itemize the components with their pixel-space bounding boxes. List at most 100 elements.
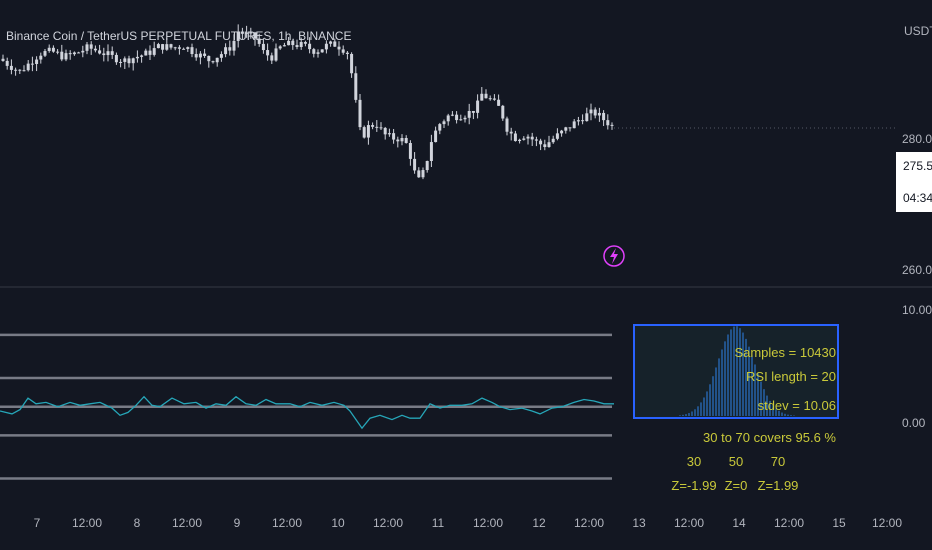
candle-body xyxy=(194,54,198,58)
rsi-length-text: RSI length = 20 xyxy=(746,369,836,384)
candle-body xyxy=(102,53,106,56)
distribution-histogram xyxy=(679,326,795,416)
candle-body xyxy=(375,126,379,128)
candle-body xyxy=(299,42,303,47)
time-axis-label: 12:00 xyxy=(872,516,902,530)
candle-body xyxy=(476,100,480,113)
candle-body xyxy=(60,51,64,60)
coverage-text: 30 to 70 covers 95.6 % xyxy=(703,430,836,445)
candle-body xyxy=(85,44,89,51)
time-axis-label: 8 xyxy=(134,516,141,530)
candle-body xyxy=(606,120,610,126)
candle-body xyxy=(152,48,156,55)
price-axis[interactable]: 280.00 260.00 xyxy=(902,132,932,277)
candle-body xyxy=(56,51,60,53)
candle-body xyxy=(39,55,43,60)
candle-body xyxy=(261,43,265,51)
candle-body xyxy=(425,161,429,171)
candle-body xyxy=(337,46,341,50)
candle-body xyxy=(526,136,530,139)
candle-body xyxy=(18,69,22,71)
time-axis[interactable]: 7 12:00 8 12:00 9 12:00 10 12:00 11 12:00 12 12:00 1… xyxy=(34,516,903,530)
candle-body xyxy=(135,56,139,59)
time-axis-label: 12:00 xyxy=(272,516,302,530)
candle-body xyxy=(467,110,471,118)
price-candles xyxy=(1,24,896,180)
candle-body xyxy=(245,32,249,34)
time-axis-label: 12:00 xyxy=(774,516,804,530)
candle-body xyxy=(228,47,232,51)
candle-body xyxy=(345,52,349,54)
last-price-tag-bg xyxy=(896,152,932,212)
time-axis-label: 12 xyxy=(532,516,546,530)
candle-body xyxy=(492,98,496,100)
candle-body xyxy=(282,45,286,47)
price-tick-280: 280.00 xyxy=(902,132,932,146)
time-axis-bg xyxy=(0,504,932,550)
candle-body xyxy=(434,130,438,143)
candle-body xyxy=(408,142,412,159)
bar-countdown: 04:34 xyxy=(903,191,932,205)
candle-body xyxy=(190,47,194,55)
candle-body xyxy=(350,53,354,74)
candle-body xyxy=(240,31,244,34)
candle-body xyxy=(400,138,404,142)
event-flash-icon-ring xyxy=(603,245,625,267)
candle-body xyxy=(589,109,593,114)
candle-body xyxy=(106,51,110,56)
price-tick-260: 260.00 xyxy=(902,263,932,277)
candle-body xyxy=(501,105,505,119)
candle-body xyxy=(362,127,366,138)
candle-body xyxy=(127,58,131,64)
candle-body xyxy=(358,99,362,128)
candle-body xyxy=(560,130,564,134)
candle-body xyxy=(161,44,165,50)
time-axis-label: 10 xyxy=(331,516,345,530)
event-flash-icon[interactable] xyxy=(603,245,625,267)
candle-body xyxy=(312,49,316,54)
candle-body xyxy=(329,41,333,44)
candle-body xyxy=(442,121,446,125)
rsi-axis[interactable]: 10.00 0.00 xyxy=(902,303,932,430)
marker-50-label: 50 xyxy=(729,454,743,469)
candle-body xyxy=(215,57,219,63)
candle-body xyxy=(392,133,396,140)
candle-body xyxy=(585,113,589,122)
time-axis-label: 12:00 xyxy=(72,516,102,530)
time-axis-label: 12:00 xyxy=(473,516,503,530)
candle-body xyxy=(333,41,337,47)
candle-body xyxy=(568,127,572,129)
candle-body xyxy=(488,98,492,100)
candle-body xyxy=(455,114,459,121)
candle-body xyxy=(182,48,186,50)
candle-body xyxy=(530,136,534,140)
candle-body xyxy=(518,139,522,142)
candle-body xyxy=(450,114,454,116)
candle-body xyxy=(463,117,467,120)
candle-body xyxy=(72,52,76,55)
candle-body xyxy=(417,170,421,178)
last-price-tag[interactable]: 275.50 04:34 xyxy=(896,152,932,212)
candle-body xyxy=(383,127,387,135)
time-axis-label: 12:00 xyxy=(674,516,704,530)
candle-body xyxy=(379,127,383,129)
candle-body xyxy=(581,120,585,122)
candle-body xyxy=(576,120,580,122)
time-axis-label: 7 xyxy=(34,516,41,530)
candle-body xyxy=(438,124,442,131)
candle-body xyxy=(165,44,169,50)
candle-body xyxy=(316,52,320,54)
marker-50-z: Z=0 xyxy=(725,478,748,493)
marker-30-label: 30 xyxy=(687,454,701,469)
time-axis-label: 12:00 xyxy=(172,516,202,530)
time-axis-label: 15 xyxy=(832,516,846,530)
candle-body xyxy=(173,47,177,49)
candle-body xyxy=(110,51,114,55)
stats-box-frame xyxy=(633,324,839,419)
candle-body xyxy=(22,70,26,72)
candle-body xyxy=(274,48,278,61)
candle-body xyxy=(513,133,517,142)
candle-body xyxy=(522,138,526,140)
